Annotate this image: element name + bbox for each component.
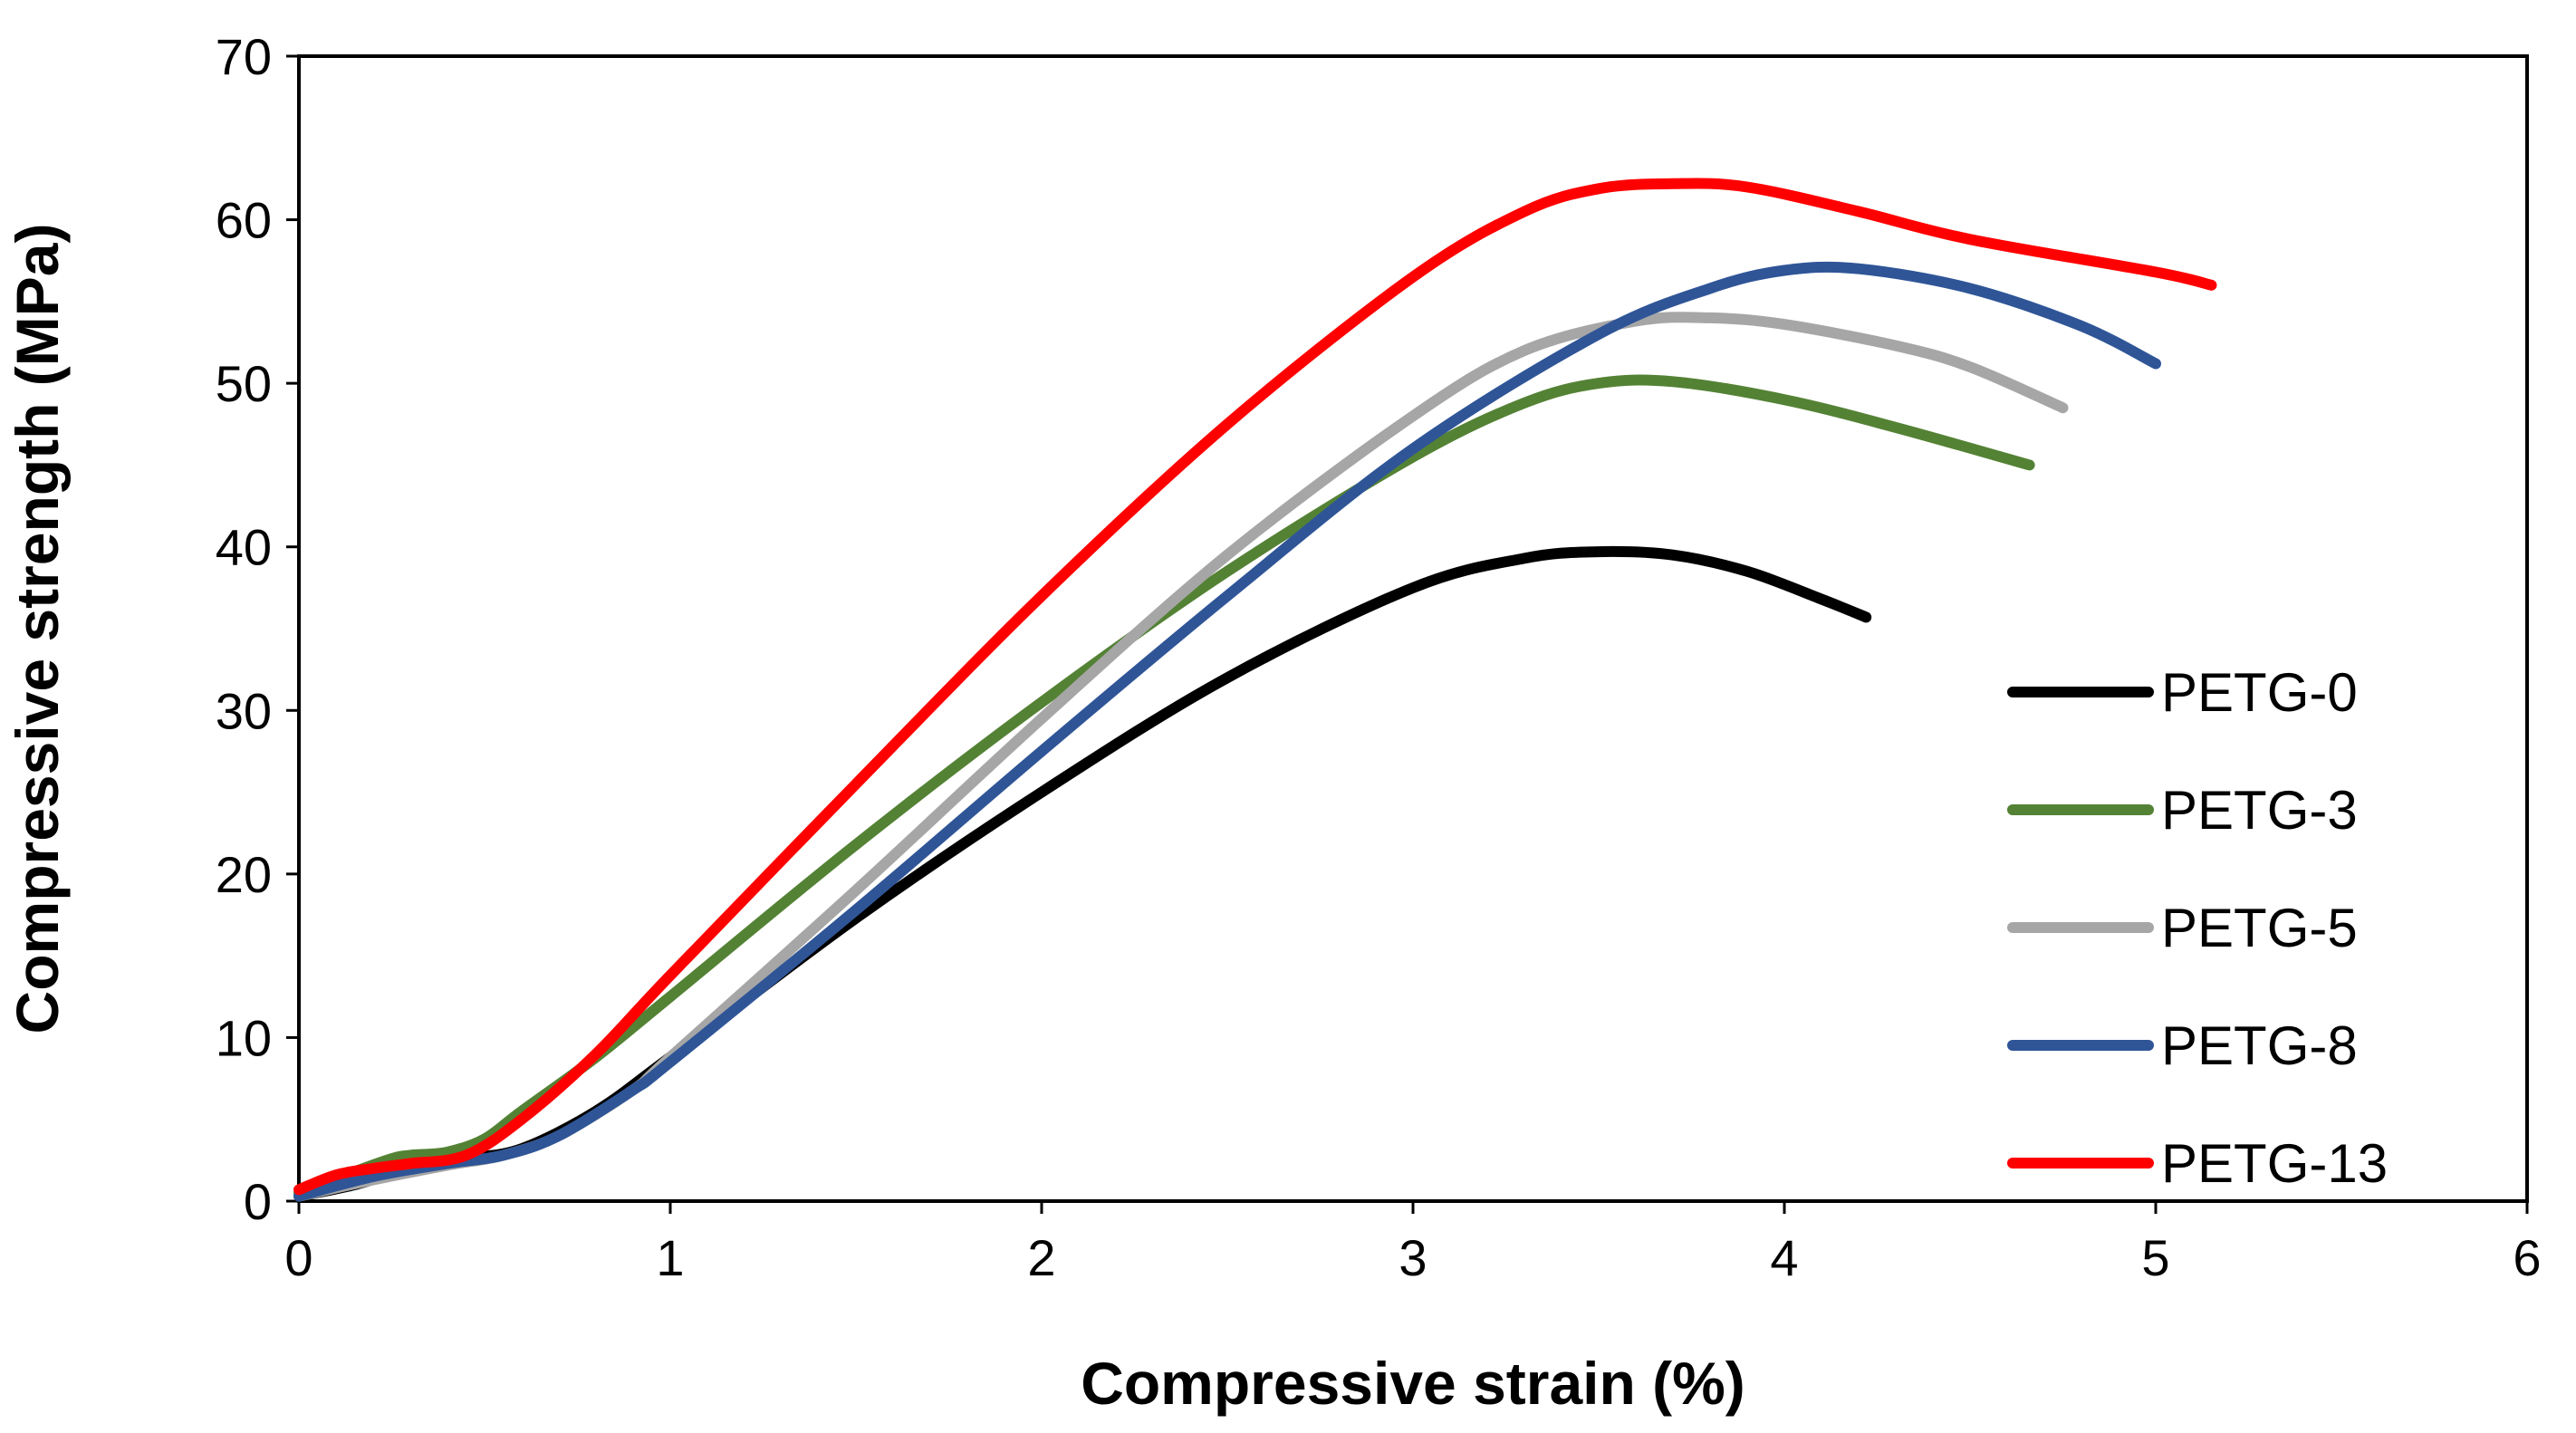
legend-label-petg-5: PETG-5 <box>2161 898 2358 958</box>
x-tick-label: 6 <box>2513 1229 2541 1286</box>
x-axis-title: Compressive strain (%) <box>1081 1350 1745 1417</box>
series-line-petg-3 <box>293 374 2035 1198</box>
legend: PETG-0 PETG-3 PETG-5 PETG-8 PETG-13 <box>2007 662 2388 1194</box>
series-line-petg-5 <box>293 312 2069 1202</box>
x-tick-label: 1 <box>656 1229 684 1286</box>
legend-label-petg-3: PETG-3 <box>2161 780 2358 841</box>
legend-label-petg-0: PETG-0 <box>2161 662 2358 723</box>
y-tick-label: 40 <box>216 519 272 576</box>
x-tick-label: 0 <box>284 1229 312 1286</box>
y-tick-label: 60 <box>216 192 272 249</box>
y-tick-label: 70 <box>216 28 272 85</box>
series-line-petg-8 <box>293 261 2161 1202</box>
y-tick-label: 10 <box>216 1009 272 1066</box>
x-tick-label: 5 <box>2141 1229 2169 1286</box>
legend-label-petg-13: PETG-13 <box>2161 1133 2388 1194</box>
legend-label-petg-8: PETG-8 <box>2161 1015 2358 1076</box>
y-tick-label: 30 <box>216 682 272 739</box>
series-layer <box>293 178 2217 1202</box>
y-axis-title: Compressive strength (MPa) <box>4 224 71 1034</box>
x-tick-label: 4 <box>1770 1229 1798 1286</box>
series-line-petg-13 <box>293 178 2217 1196</box>
x-axis-ticks: 0 1 2 3 4 5 6 <box>284 1201 2542 1286</box>
y-axis-ticks: 0 10 20 30 40 50 60 70 <box>216 28 299 1230</box>
x-tick-label: 3 <box>1399 1229 1427 1286</box>
y-tick-label: 50 <box>216 355 272 412</box>
y-tick-label: 0 <box>244 1173 272 1230</box>
y-tick-label: 20 <box>216 846 272 903</box>
x-tick-label: 2 <box>1027 1229 1055 1286</box>
